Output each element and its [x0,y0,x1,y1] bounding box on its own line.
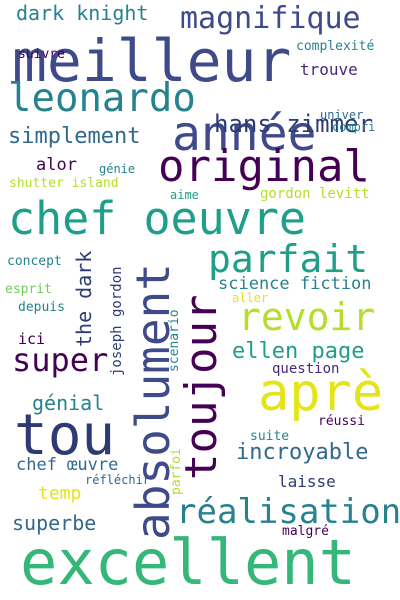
word-ellen-page: ellen page [232,339,365,364]
word-hans: hans zimmer [214,110,373,138]
word-trouve: trouve [300,60,358,79]
word-scenario: scenario [167,309,182,372]
word-parfait: parfait [208,237,369,281]
word-chef-oeuvre-ligature: chef œuvre [16,455,119,475]
word-reflechir: réfléchir [85,473,151,487]
word-original: original [158,141,370,192]
word-genie: génie [99,162,136,176]
word-the-dark: the dark [72,250,96,347]
word-esprit: esprit [5,282,52,297]
word-apre: aprè [258,363,384,423]
word-revoir: revoir [238,295,376,339]
word-tou: tou [14,403,116,468]
word-absolument: absolument [126,263,180,540]
word-temp: temp [38,483,82,504]
word-depuis: depuis [18,300,65,315]
word-annee: année [172,106,317,162]
word-question: question [272,361,340,377]
word-univer: univer [320,108,364,122]
word-reussi: réussi [318,414,365,429]
word-super: super [12,341,109,379]
word-science-fiction: science fiction [218,274,372,294]
word-meilleur: meilleur [12,27,292,95]
word-compri: compri [332,120,376,134]
word-parfoi: parfoi [169,448,184,495]
word-chef-oeuvre: chef oeuvre [8,192,307,245]
word-aller: aller [232,291,269,305]
word-laisse: laisse [278,472,336,491]
word-excellent: excellent [20,526,356,599]
word-superbe: superbe [12,511,97,535]
word-joseph-gordon: joseph gordon [109,266,125,376]
word-complexite: complexité [296,39,375,54]
word-incroyable: incroyable [236,440,369,465]
word-genial: génial [32,391,105,415]
word-ici: ici [18,330,46,348]
word-shutter-island: shutter island [9,176,119,191]
word-aime: aime [170,188,199,202]
word-leonardo: leonardo [8,76,196,121]
word-suivre: suivre [18,47,65,62]
word-magnifique: magnifique [180,1,361,36]
word-simplement: simplement [8,124,141,149]
word-concept: concept [7,254,62,269]
word-gordon-levitt: gordon levitt [260,186,370,202]
word-toujour: toujour [176,294,227,480]
word-alor: alor [36,155,77,175]
word-dark-knight: dark knight [16,1,149,25]
word-suite: suite [250,429,290,444]
word-realisation: réalisation [176,492,400,532]
word-malgre: malgré [282,524,329,539]
